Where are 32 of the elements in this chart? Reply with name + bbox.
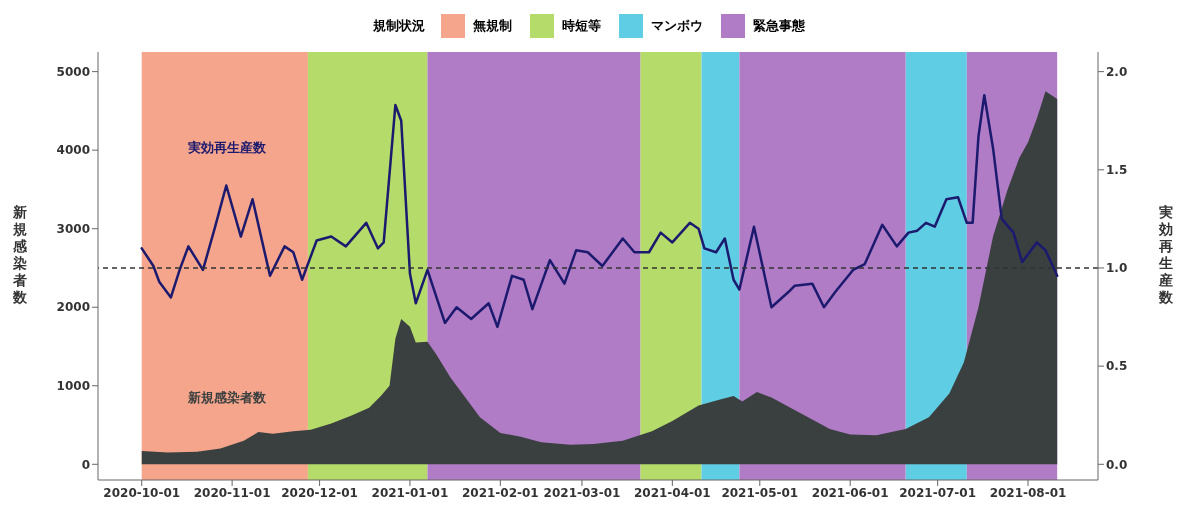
y2-tick-label: 1.5 bbox=[1106, 163, 1128, 178]
line-series bbox=[140, 93, 1059, 329]
y-tick-label: 4000 bbox=[56, 143, 90, 158]
series-label: 実効再生産数 bbox=[188, 139, 266, 157]
x-tick-label: 2021-04-01 bbox=[633, 485, 711, 500]
y2-tick-label: 2.0 bbox=[1106, 64, 1128, 79]
x-tick-label: 2021-06-01 bbox=[811, 485, 889, 500]
x-tick-label: 2020-11-01 bbox=[193, 485, 271, 500]
y2-axis-title: 実効再生産数 bbox=[1158, 204, 1174, 306]
y2-tick-label: 0.5 bbox=[1106, 359, 1128, 374]
y-tick-label: 0 bbox=[81, 457, 90, 472]
x-tick-label: 2020-12-01 bbox=[281, 485, 358, 500]
y-tick-label: 2000 bbox=[56, 300, 90, 315]
legend-label: 無規制 bbox=[473, 17, 512, 35]
legend-label: マンボウ bbox=[651, 17, 703, 35]
legend-label: 緊急事態 bbox=[753, 17, 805, 35]
legend-label: 時短等 bbox=[562, 17, 601, 35]
legend-title: 規制状況 bbox=[373, 17, 425, 35]
y2-tick-label: 0.0 bbox=[1106, 457, 1128, 472]
x-tick-label: 2021-08-01 bbox=[989, 485, 1067, 500]
y2-tick-label: 1.0 bbox=[1106, 261, 1128, 276]
y-tick-label: 3000 bbox=[56, 221, 90, 236]
x-tick-label: 2020-10-01 bbox=[103, 485, 181, 500]
x-tick-label: 2021-07-01 bbox=[899, 485, 977, 500]
x-tick-label: 2021-03-01 bbox=[543, 485, 621, 500]
y-tick-label: 1000 bbox=[56, 379, 90, 394]
y-axis-title: 新規感染者数 bbox=[12, 204, 28, 306]
x-tick-label: 2021-05-01 bbox=[721, 485, 799, 500]
y-tick-label: 5000 bbox=[56, 64, 90, 79]
x-tick-label: 2021-02-01 bbox=[461, 485, 539, 500]
series-label: 新規感染者数 bbox=[188, 389, 266, 407]
x-tick-label: 2021-01-01 bbox=[371, 485, 449, 500]
